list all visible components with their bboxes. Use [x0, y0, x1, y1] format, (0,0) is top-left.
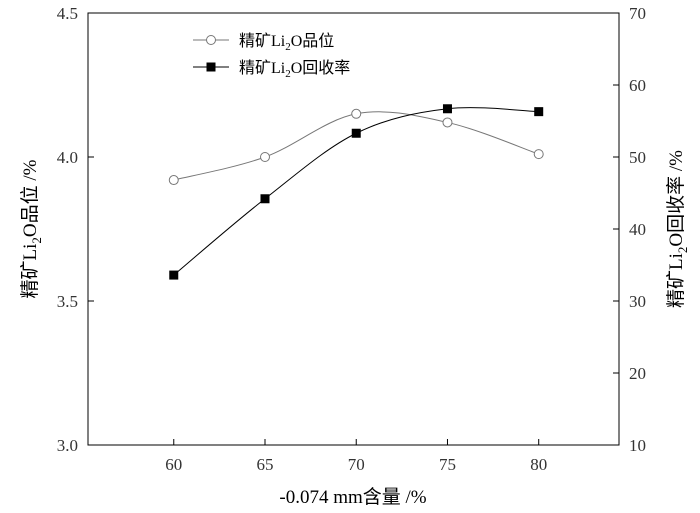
y-left-tick-label: 4.0: [57, 148, 78, 167]
series-point-1: [351, 128, 361, 138]
legend-marker-0: [206, 35, 216, 45]
series-line-0: [173, 111, 539, 181]
series-point-0: [533, 149, 544, 160]
y-axis-right: 10 20 30 40 50 60 70: [613, 4, 646, 455]
plot-frame: [87, 12, 620, 446]
y-right-tick-label: 20: [629, 364, 646, 383]
x-tick-label: 65: [257, 455, 274, 474]
x-tick-label: 75: [439, 455, 456, 474]
y-left-title-sub: 2: [29, 237, 44, 244]
y-right-title-main: Li: [666, 253, 687, 270]
y-right-title-prefix: 精矿: [665, 270, 687, 308]
x-axis-title: -0.074 mm含量 /%: [279, 486, 426, 508]
y-left-title-prefix: 精矿: [19, 260, 41, 298]
y-right-tick-label: 70: [629, 4, 646, 23]
y-right-tick-label: 40: [629, 220, 646, 239]
y-axis-right-title: 精矿Li2O回收率 /%: [665, 150, 690, 308]
series-point-1: [442, 104, 452, 114]
y-right-title-suffix: O回收率 /%: [665, 150, 687, 247]
y-axis-left-title: 精矿Li2O品位 /%: [19, 159, 44, 298]
y-left-title-suffix: O品位 /%: [19, 159, 41, 237]
y-right-title-sub: 2: [675, 247, 690, 254]
series-point-1: [534, 107, 544, 117]
y-left-tick-label: 4.5: [57, 4, 78, 23]
legend-label-0: 精矿Li2O品位: [239, 32, 334, 53]
series-point-0: [351, 108, 362, 119]
series-point-1: [260, 194, 270, 204]
series-point-0: [168, 175, 179, 186]
x-tick-label: 70: [348, 455, 365, 474]
series-point-0: [442, 117, 453, 128]
x-tick-label: 60: [165, 455, 182, 474]
y-axis-left: 3.0 3.5 4.0 4.5: [57, 4, 94, 455]
series-layer: [168, 104, 544, 280]
y-right-tick-label: 10: [629, 436, 646, 455]
legend-label-1: 精矿Li2O回收率: [239, 59, 350, 80]
legend-marker-1: [206, 62, 216, 72]
series-point-0: [260, 152, 270, 162]
x-tick-label: 80: [530, 455, 547, 474]
y-right-tick-label: 60: [629, 76, 646, 95]
series-point-1: [169, 270, 179, 280]
y-right-tick-label: 30: [629, 292, 646, 311]
x-axis: 60 65 70 75 80: [165, 439, 547, 474]
y-left-title-main: Li: [20, 244, 41, 261]
y-left-tick-label: 3.5: [57, 292, 78, 311]
y-left-tick-label: 3.0: [57, 436, 78, 455]
y-right-tick-label: 50: [629, 148, 646, 167]
